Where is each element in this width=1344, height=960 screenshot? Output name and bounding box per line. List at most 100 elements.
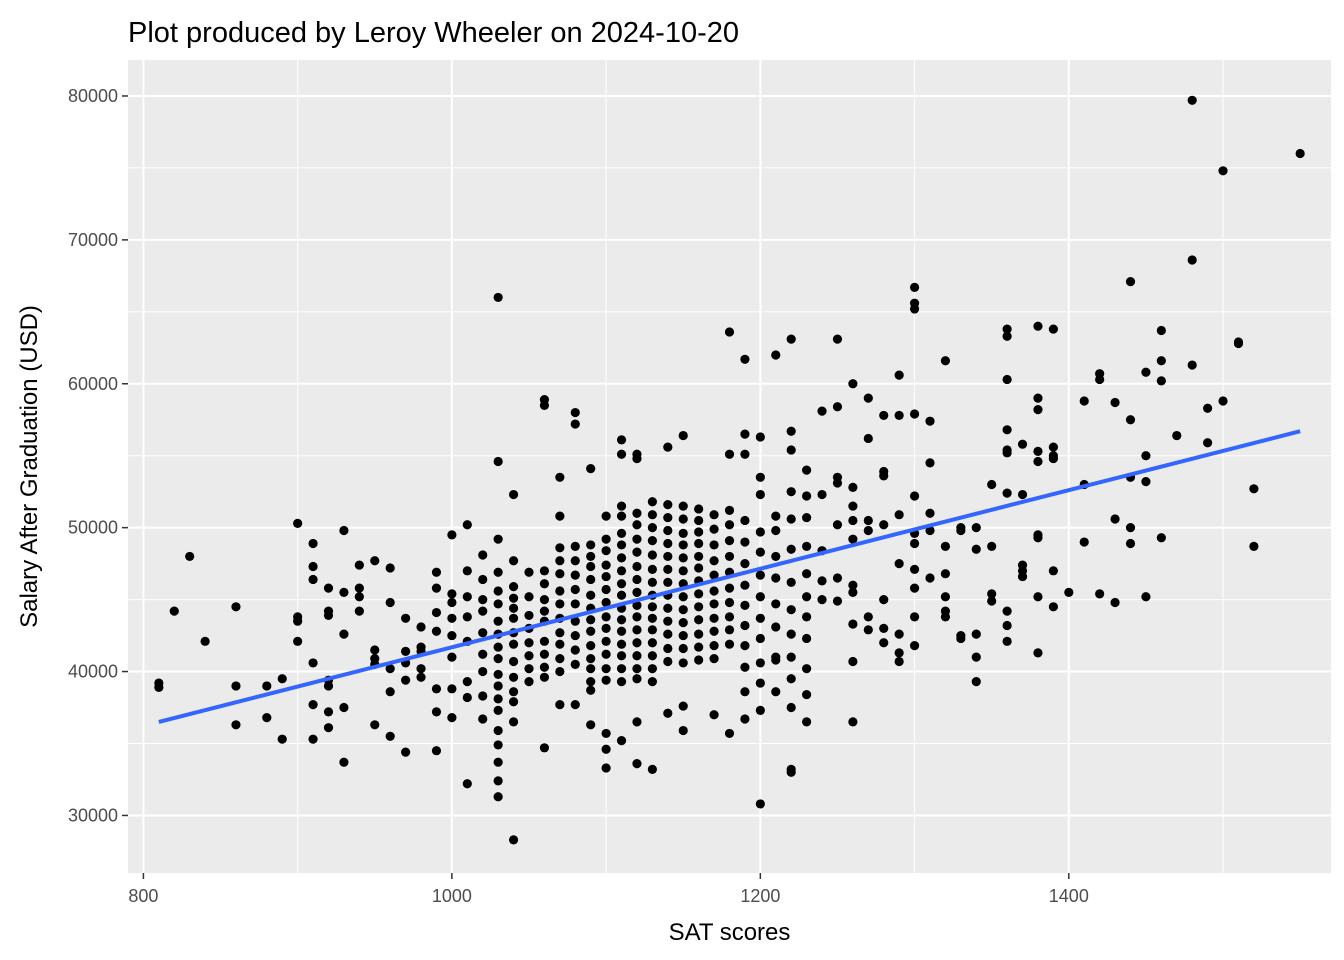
data-point xyxy=(339,757,349,767)
data-point xyxy=(894,370,904,380)
data-point xyxy=(416,622,426,632)
data-point xyxy=(616,651,627,661)
data-point xyxy=(909,641,920,651)
data-point xyxy=(323,723,334,733)
data-point xyxy=(755,570,765,580)
data-point xyxy=(832,596,843,606)
data-point xyxy=(416,664,426,674)
data-point xyxy=(1203,438,1213,448)
data-point xyxy=(277,674,287,684)
data-point xyxy=(632,717,642,727)
data-point xyxy=(755,705,765,716)
data-point xyxy=(663,656,673,667)
data-point xyxy=(724,728,735,739)
data-point xyxy=(1079,537,1089,547)
data-point xyxy=(447,684,457,694)
data-point xyxy=(694,551,704,562)
data-point xyxy=(724,639,735,649)
data-point xyxy=(262,712,272,723)
data-point xyxy=(663,577,673,587)
data-point xyxy=(632,674,642,684)
data-point xyxy=(431,746,442,756)
data-point xyxy=(709,710,719,720)
data-point xyxy=(786,605,796,615)
data-point xyxy=(323,583,334,593)
data-point xyxy=(694,527,704,537)
x-axis-title: SAT scores xyxy=(669,919,791,946)
data-point xyxy=(493,725,503,736)
data-point xyxy=(1156,376,1166,386)
data-point xyxy=(740,620,750,631)
data-point xyxy=(740,559,750,569)
data-point xyxy=(493,792,503,802)
major-grid xyxy=(128,60,1331,873)
data-point xyxy=(447,589,457,599)
data-point xyxy=(462,592,472,602)
data-point xyxy=(1233,338,1244,349)
data-point xyxy=(663,629,673,639)
data-point xyxy=(724,327,735,337)
data-point xyxy=(447,613,457,623)
data-point xyxy=(879,410,889,421)
data-point xyxy=(431,567,442,577)
data-point xyxy=(524,651,534,661)
data-point xyxy=(925,416,935,426)
data-point xyxy=(771,551,781,562)
data-point xyxy=(586,664,596,674)
data-point xyxy=(694,629,704,639)
y-axis-title: Salary After Graduation (USD) xyxy=(16,305,43,628)
data-point xyxy=(663,500,673,510)
data-point xyxy=(385,664,395,674)
data-point xyxy=(231,602,241,612)
data-point xyxy=(493,757,503,767)
data-point xyxy=(478,666,488,677)
data-point xyxy=(401,613,411,623)
data-point xyxy=(586,551,596,562)
data-point xyxy=(879,471,889,481)
data-point xyxy=(1033,321,1043,331)
data-point xyxy=(462,566,472,576)
data-point xyxy=(848,656,858,667)
data-point xyxy=(771,622,781,632)
data-point xyxy=(925,525,935,536)
data-point xyxy=(508,672,519,682)
data-point xyxy=(1125,523,1136,533)
data-point xyxy=(586,720,596,730)
data-point xyxy=(570,407,580,418)
data-point xyxy=(1048,566,1058,576)
data-point xyxy=(647,564,657,574)
y-tick-label: 80000 xyxy=(68,86,118,106)
data-point xyxy=(570,584,580,595)
data-point xyxy=(293,616,303,626)
data-point xyxy=(478,649,488,659)
data-point xyxy=(539,743,550,753)
data-point xyxy=(647,677,657,687)
data-point xyxy=(694,563,704,573)
data-point xyxy=(616,615,627,625)
data-point xyxy=(663,564,673,574)
data-point xyxy=(524,567,534,577)
data-point xyxy=(786,514,796,524)
data-point xyxy=(647,550,657,560)
data-point xyxy=(601,664,611,674)
data-point xyxy=(447,630,457,641)
data-point xyxy=(971,629,981,639)
data-point xyxy=(1249,484,1259,494)
data-point xyxy=(663,442,673,452)
data-point xyxy=(586,653,596,664)
data-point xyxy=(802,689,812,700)
data-point xyxy=(771,687,781,697)
data-point xyxy=(539,579,550,589)
data-point xyxy=(909,612,920,622)
data-point xyxy=(755,799,765,809)
data-point xyxy=(863,612,873,622)
data-point xyxy=(570,659,580,669)
data-point xyxy=(493,616,503,626)
data-point xyxy=(632,612,642,622)
data-point xyxy=(508,613,519,623)
data-point xyxy=(879,520,889,530)
data-point xyxy=(632,520,642,530)
data-point xyxy=(586,641,596,651)
data-point xyxy=(1002,374,1012,385)
data-point xyxy=(940,612,951,622)
